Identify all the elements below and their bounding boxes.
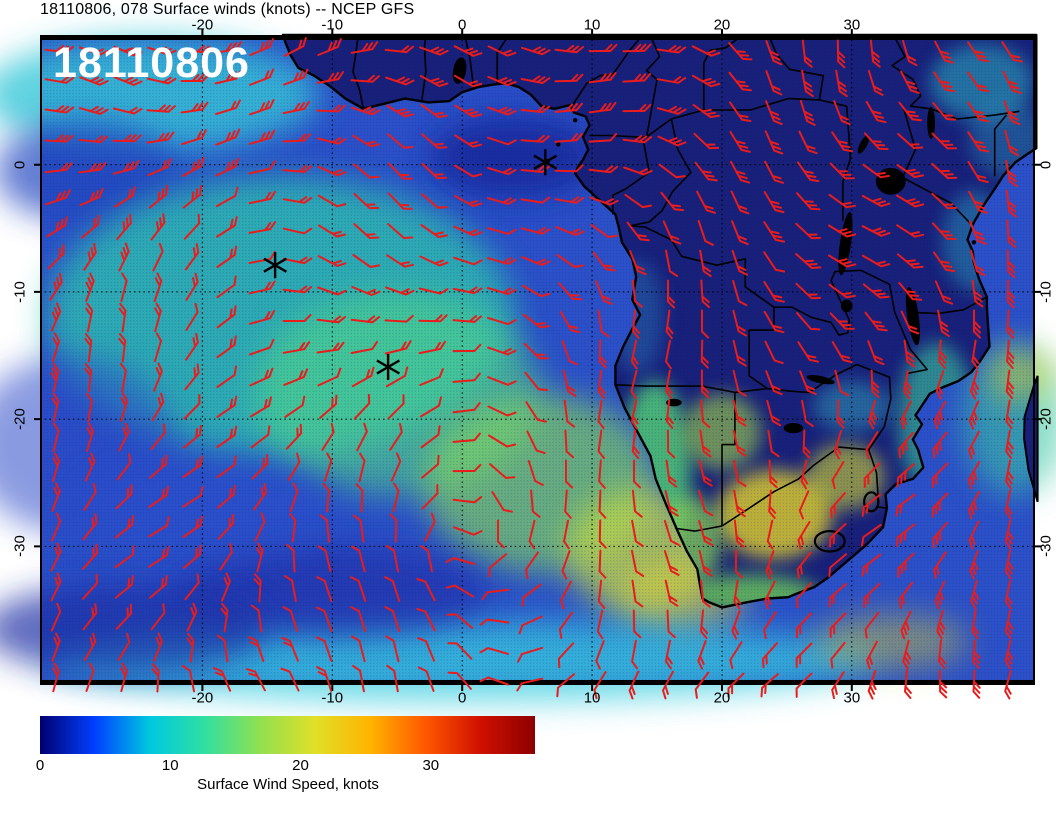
axis-tick-label: -20 — [11, 408, 29, 430]
axis-tick-label: -20 — [191, 689, 214, 707]
axis-tick-label: -20 — [1037, 408, 1055, 430]
axis-tick-label: 0 — [457, 16, 467, 34]
axis-tick-label: 30 — [843, 16, 861, 34]
axis-tick-label: 10 — [583, 689, 601, 707]
raster-stipple — [40, 35, 1035, 685]
axis-tick-label: 0 — [1037, 160, 1055, 169]
axis-tick-label: -30 — [1037, 535, 1055, 558]
axis-tick-label: -10 — [321, 16, 344, 34]
lake — [857, 135, 870, 154]
lake — [875, 167, 906, 195]
axis-tick-label: 0 — [457, 689, 467, 707]
axis-tick-label: 10 — [583, 16, 601, 34]
colorbar-tick-label: 0 — [35, 757, 45, 774]
graticule — [40, 35, 1035, 685]
lake — [840, 299, 853, 313]
colorbar-tick-label: 30 — [422, 757, 440, 774]
axis-tick-label: -30 — [11, 535, 29, 558]
lake — [905, 287, 920, 346]
axis-ticks — [34, 29, 1041, 691]
axis-tick-label: 30 — [843, 689, 861, 707]
colorbar-gradient — [40, 716, 535, 754]
axis-tick-label: -20 — [191, 16, 214, 34]
lake — [927, 106, 935, 139]
axis-tick-label: 20 — [713, 16, 731, 34]
island-dot — [971, 240, 977, 245]
enclave-border — [813, 529, 846, 553]
axis-tick-label: -10 — [1037, 281, 1055, 303]
axis-tick-label: 20 — [713, 689, 731, 707]
island-dot — [573, 118, 578, 123]
map-canvas — [0, 29, 1056, 702]
station-markers — [263, 149, 558, 380]
axis-tick-label: -10 — [11, 281, 29, 303]
island-dot — [556, 142, 561, 147]
axis-tick-label: -10 — [321, 689, 344, 707]
map-frame-top — [40, 35, 1035, 40]
figure-title: 18110806, 078 Surface winds (knots) -- N… — [40, 1, 415, 18]
axis-tick-label: 0 — [11, 160, 29, 169]
map-area: 18110806 — [0, 29, 1056, 702]
lake — [806, 375, 835, 385]
run-timestamp-label: 18110806 — [53, 39, 250, 87]
lake — [783, 423, 804, 434]
map-frame-bottom — [40, 680, 1035, 685]
colorbar-tick-label: 10 — [161, 757, 179, 774]
lake — [838, 212, 853, 276]
wind-barbs-layer — [44, 37, 1023, 700]
enclave-border — [863, 491, 880, 513]
map-frame-right — [1033, 35, 1035, 685]
map-frame-left — [40, 35, 42, 685]
colorbar-label: Surface Wind Speed, knots — [197, 776, 379, 793]
colorbar-tick-label: 20 — [292, 757, 309, 774]
